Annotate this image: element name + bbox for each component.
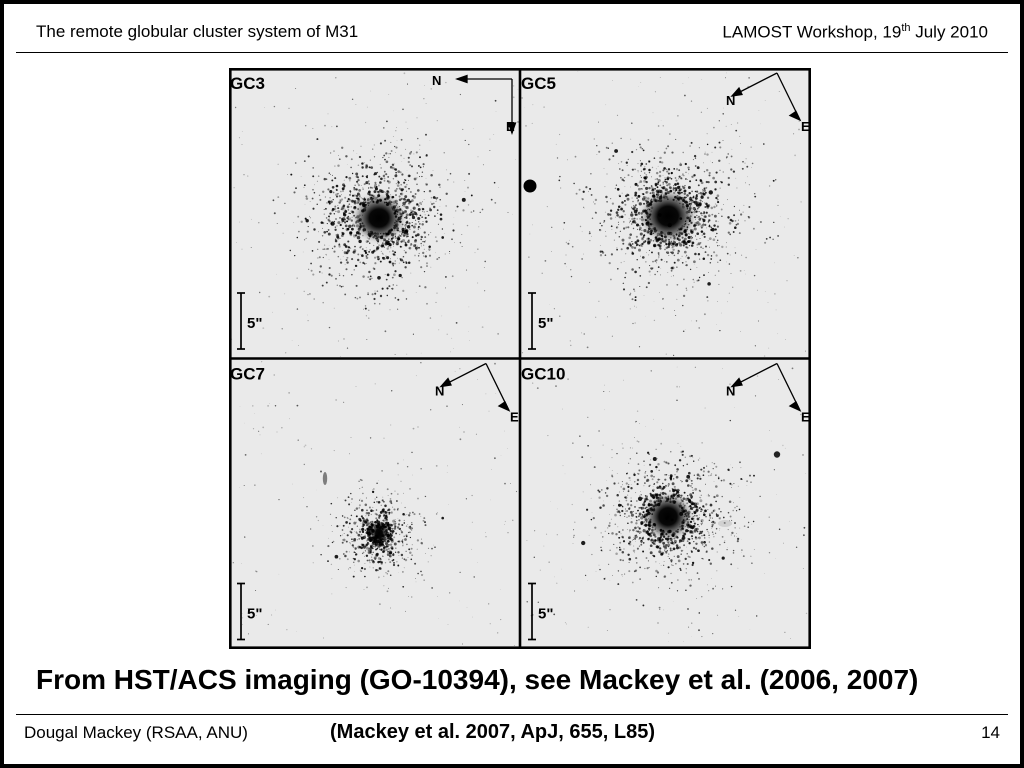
svg-text:E: E [510, 410, 519, 425]
svg-text:GC7: GC7 [230, 365, 265, 384]
svg-text:5": 5" [538, 315, 553, 332]
svg-text:GC10: GC10 [521, 365, 565, 384]
svg-text:N: N [726, 93, 735, 108]
svg-text:GC5: GC5 [521, 74, 556, 93]
svg-text:GC3: GC3 [230, 74, 265, 93]
svg-text:N: N [726, 384, 735, 399]
svg-text:E: E [506, 119, 515, 134]
svg-text:5": 5" [538, 606, 553, 623]
svg-text:5": 5" [247, 315, 262, 332]
svg-text:5": 5" [247, 606, 262, 623]
svg-text:N: N [435, 384, 444, 399]
svg-text:N: N [432, 73, 441, 88]
